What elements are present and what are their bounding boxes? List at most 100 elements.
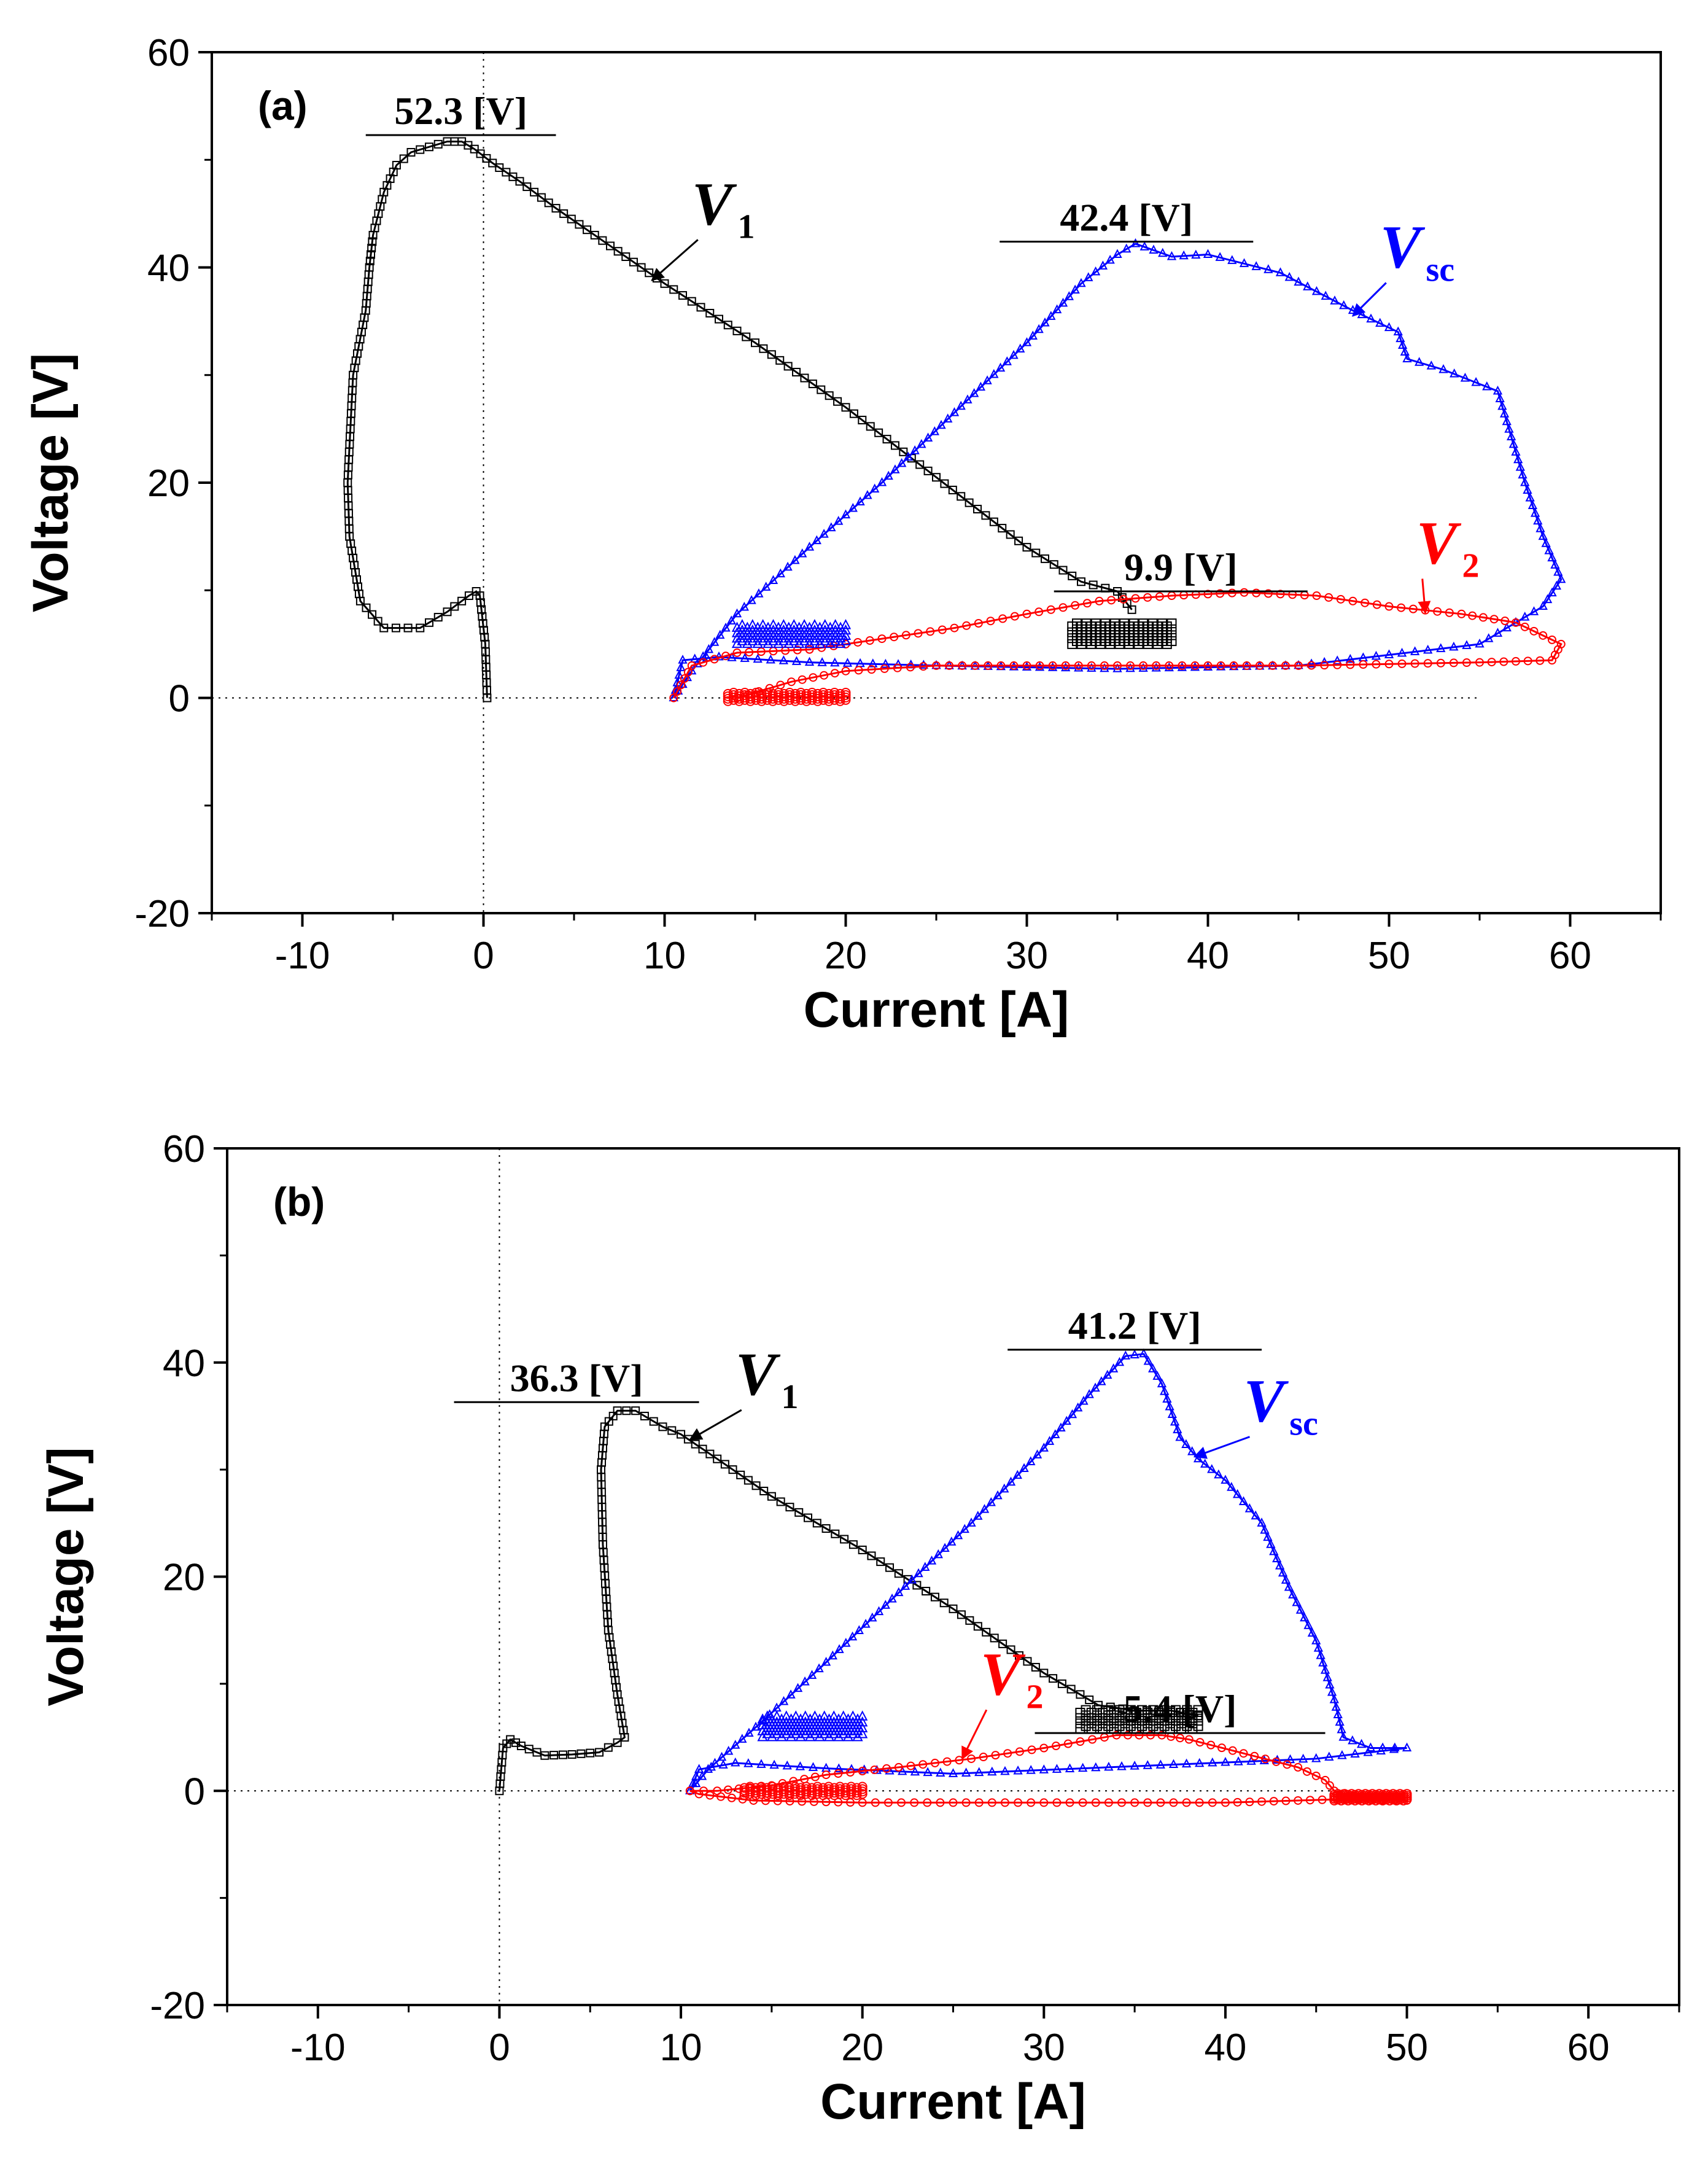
data-point-vsc [923,1767,933,1777]
data-point-vsc [834,1763,844,1772]
data-point-vsc [1022,337,1032,346]
data-point-v2 [1523,656,1532,666]
y-axis-title: Voltage [V] [23,353,79,612]
data-point-v1 [1015,1651,1023,1660]
cluster-point-v1 [1176,1713,1187,1723]
data-point-v1 [751,1481,761,1490]
data-point-vsc [1396,333,1405,343]
data-point-vsc [1462,640,1472,649]
data-point-v2 [1384,660,1394,669]
data-point-vsc [1329,1694,1339,1703]
data-point-v2 [996,661,1006,670]
data-point-v1 [981,511,990,520]
data-point-v1 [965,1616,974,1625]
data-point-vsc [1508,438,1518,448]
data-point-vsc [1335,1716,1345,1726]
data-point-v2 [1157,1731,1166,1740]
data-point-vsc [1046,311,1056,320]
data-point-vsc [1125,663,1135,672]
x-tick-label: 20 [841,2027,883,2069]
data-point-vsc [1331,1702,1341,1711]
cluster-point-v1 [1166,618,1177,629]
data-point-vsc [1170,1416,1180,1426]
data-point-vsc [1087,663,1097,672]
data-point-v2 [1216,589,1225,598]
cluster-point-vsc [828,1728,839,1739]
data-point-vsc [1449,641,1459,651]
data-point-vsc [715,629,725,639]
cluster-point-vsc [838,1716,849,1727]
y-tick-label: 20 [147,462,190,505]
cluster-point-vsc [778,619,790,629]
data-point-v1 [1049,560,1058,569]
data-point-vsc [841,1638,851,1647]
data-point-v1 [1117,593,1127,602]
data-point-v1 [930,1592,939,1602]
x-axis-title: Current [A] [804,982,1069,1038]
cluster-point-v1 [1166,630,1177,641]
peak-annotation-v1: 36.3 [V] [454,1356,699,1403]
cluster-point-vsc [838,1728,849,1739]
series-label-arrow [1193,1436,1251,1459]
data-point-v1 [767,350,776,359]
data-point-v2 [705,1791,715,1800]
cluster-point-vsc [823,1725,835,1735]
data-point-v2 [1449,658,1458,668]
x-tick-label: 30 [1006,935,1048,977]
cluster-point-v1 [1137,1716,1147,1726]
x-tick-label: 60 [1567,2027,1610,2069]
data-point-vsc [1079,1395,1089,1405]
data-point-vsc [804,656,815,666]
cluster-point-v1 [1086,1724,1097,1734]
data-point-v2 [1052,1742,1061,1751]
data-point-v2 [1184,1735,1194,1744]
data-point-vsc [1504,424,1514,433]
data-point-vsc [953,1530,963,1540]
data-point-vsc [1275,1560,1285,1570]
cluster-point-v1 [1125,1716,1136,1726]
data-point-v1 [858,416,867,425]
data-point-v1 [705,1449,715,1458]
data-point-vsc [1244,1503,1255,1513]
data-point-vsc [800,1676,810,1686]
x-tick-label: 0 [489,2027,510,2069]
data-point-vsc [834,516,844,525]
data-point-vsc [897,458,907,467]
cluster-point-v2 [857,1781,868,1792]
cluster-point-vsc [819,1728,830,1739]
data-point-vsc [830,657,840,667]
data-point-v2 [1078,1798,1087,1807]
cluster-point-v1 [1103,1705,1114,1715]
data-point-v1 [998,524,1007,533]
data-point-vsc [798,548,807,558]
data-point-v2 [1346,660,1355,669]
data-point-vsc [1143,1760,1152,1769]
data-point-v1 [488,158,497,168]
data-point-v1 [742,332,751,341]
cluster-point-v1 [1086,1707,1097,1718]
cluster-point-vsc [762,1722,773,1732]
data-point-v2 [685,1786,694,1796]
data-point-vsc [989,368,999,378]
data-point-vsc [1006,1476,1016,1486]
data-point-v2 [1155,592,1164,601]
data-point-v1 [989,517,998,526]
data-point-vsc [1292,1597,1302,1606]
data-point-v1 [677,1430,686,1439]
cluster-point-vsc [819,1716,830,1727]
peak-annotation-v2: 9.9 [V] [1054,545,1308,593]
data-point-vsc [1284,1581,1294,1591]
cluster-point-vsc [762,1728,773,1739]
data-point-v1 [391,623,400,633]
data-point-vsc [1168,1759,1179,1769]
series-name-main: V [980,1640,1026,1708]
cluster-point-vsc [795,1713,806,1724]
cluster-point-vsc [785,1719,797,1730]
cluster-point-vsc [823,1719,835,1730]
data-point-vsc [1044,1436,1055,1445]
data-point-v2 [926,627,935,636]
data-point-v1 [1076,1690,1085,1699]
